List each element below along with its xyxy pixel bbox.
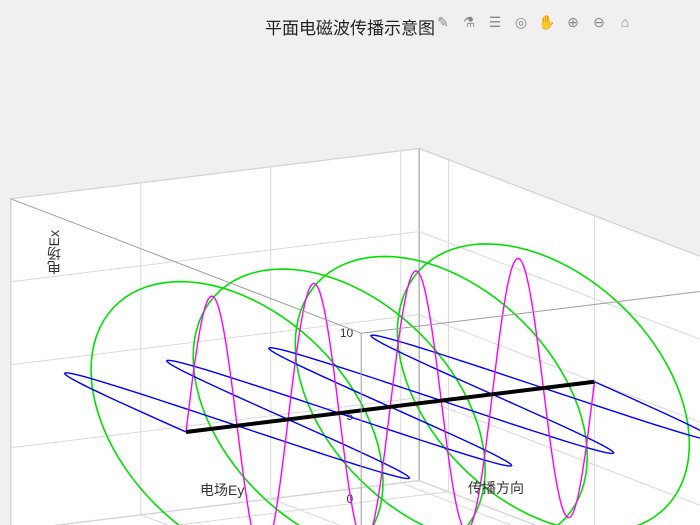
axes-3d[interactable]: -10-50510-100100123 — [0, 0, 700, 525]
figure-window: { "title": "平面电磁波传播示意图", "toolbar": [ {"… — [0, 0, 700, 525]
xlabel: 传播方向 — [468, 478, 524, 498]
zlabel: 电场Ex — [44, 230, 64, 274]
pane-side — [419, 149, 700, 525]
pane-back — [11, 149, 419, 525]
tick-label: 10 — [340, 326, 354, 340]
ylabel: 电场Ey — [200, 480, 244, 500]
